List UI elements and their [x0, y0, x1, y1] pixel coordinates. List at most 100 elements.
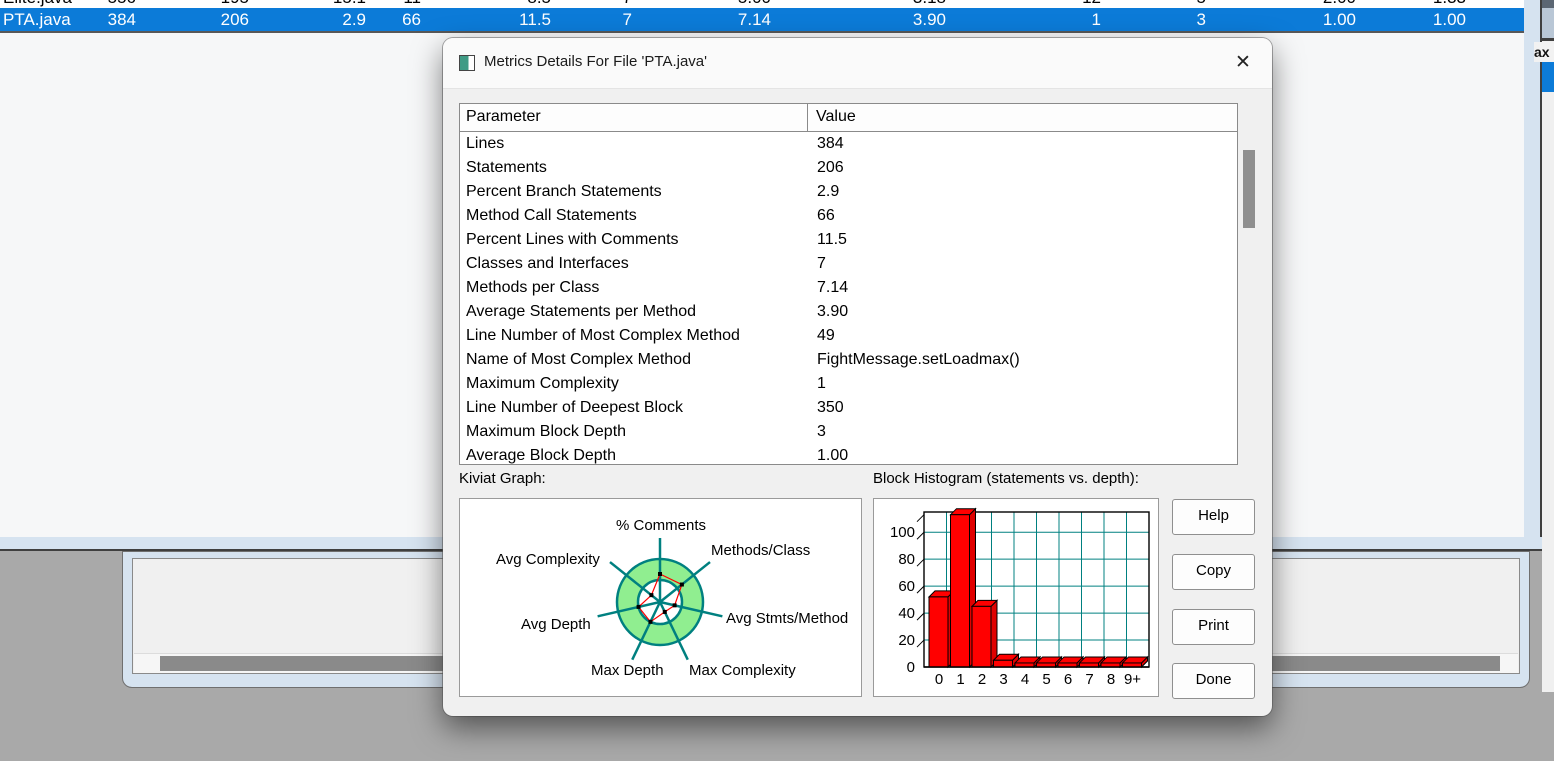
metric-parameter: Percent Branch Statements — [466, 183, 662, 200]
kiviat-graph-label: Kiviat Graph: — [459, 470, 546, 487]
metric-parameter: Average Block Depth — [466, 447, 617, 464]
metric-value: 384 — [817, 135, 844, 152]
file-cell: 3.90 — [912, 10, 946, 29]
dialog-titlebar[interactable] — [443, 38, 1272, 88]
kiviat-graph-svg: % Comments Methods/Class Avg Stmts/Method M… — [496, 517, 848, 679]
metric-row[interactable]: Line Number of Deepest Block 350 — [460, 396, 1237, 420]
file-cell: 1 — [1091, 10, 1101, 29]
file-cell: 3 — [1196, 10, 1206, 29]
table-divider — [0, 31, 1524, 33]
metrics-table-header[interactable]: Parameter Value — [460, 104, 1237, 132]
titlebar-divider — [443, 88, 1272, 89]
metric-parameter: Maximum Block Depth — [466, 423, 627, 440]
metric-value: 11.5 — [817, 231, 847, 248]
svg-text:Max Depth: Max Depth — [591, 662, 664, 679]
file-cell: 5 — [1116, 0, 1206, 8]
file-row-clipped[interactable]: Elite.java556 195 15.111 8.57 5.00 3.18 12 5 2.0… — [0, 0, 1524, 8]
edge-scrollbar-fragment[interactable] — [1542, 8, 1554, 41]
file-cell: 2.00 — [1266, 0, 1356, 8]
file-cell: 2.9 — [342, 10, 366, 29]
metric-value: FightMessage.setLoadmax() — [817, 351, 1020, 368]
file-name-cell: Elite.java — [3, 0, 72, 8]
svg-text:% Comments: % Comments — [616, 517, 706, 534]
file-cell: 206 — [220, 10, 249, 29]
metric-value: 7 — [817, 255, 826, 272]
svg-text:9+: 9+ — [1124, 671, 1141, 688]
svg-text:0: 0 — [907, 659, 915, 676]
file-name-cell: PTA.java — [3, 10, 71, 29]
done-button[interactable]: Done — [1172, 663, 1255, 699]
close-icon[interactable]: ✕ — [1235, 52, 1251, 73]
block-histogram-label: Block Histogram (statements vs. depth): — [873, 470, 1139, 487]
edge-top-fragment — [1542, 0, 1554, 8]
svg-text:Max Complexity: Max Complexity — [689, 662, 796, 679]
window-right-border — [1540, 0, 1542, 549]
metrics-table: Parameter Value Lines 384 Statements 206 Per… — [459, 103, 1238, 465]
metric-row[interactable]: Maximum Complexity 1 — [460, 372, 1237, 396]
metric-row[interactable]: Average Block Depth 1.00 — [460, 444, 1237, 464]
svg-text:2: 2 — [978, 671, 986, 688]
column-header-value[interactable]: Value — [816, 108, 856, 125]
file-cell: 1.00 — [1432, 10, 1466, 29]
app-icon — [459, 55, 475, 71]
svg-text:0: 0 — [935, 671, 943, 688]
file-cell: 7 — [622, 10, 632, 29]
edge-selected-cell-fragment — [1542, 62, 1554, 92]
metric-parameter: Method Call Statements — [466, 207, 637, 224]
file-cell: 1.33 — [1376, 0, 1466, 8]
vertical-scrollbar-thumb[interactable] — [1243, 150, 1255, 228]
svg-text:5: 5 — [1042, 671, 1050, 688]
metrics-dialog: Metrics Details For File 'PTA.java' ✕ Pa… — [443, 38, 1272, 716]
metric-parameter: Lines — [466, 135, 505, 152]
help-button[interactable]: Help — [1172, 499, 1255, 535]
metric-row[interactable]: Line Number of Most Complex Method 49 — [460, 324, 1237, 348]
metric-row[interactable]: Percent Branch Statements 2.9 — [460, 180, 1237, 204]
window-right-frame — [1524, 0, 1540, 549]
metric-parameter: Classes and Interfaces — [466, 255, 629, 272]
svg-text:4: 4 — [1021, 671, 1029, 688]
metric-parameter: Maximum Complexity — [466, 375, 619, 392]
metric-row[interactable]: Maximum Block Depth 3 — [460, 420, 1237, 444]
metric-parameter: Percent Lines with Comments — [466, 231, 679, 248]
file-cell: 384 — [107, 10, 136, 29]
svg-text:1: 1 — [956, 671, 964, 688]
metric-row[interactable]: Name of Most Complex Method FightMessage.… — [460, 348, 1237, 372]
file-cell: 11 — [331, 0, 421, 8]
copy-button[interactable]: Copy — [1172, 554, 1255, 590]
metric-parameter: Name of Most Complex Method — [466, 351, 691, 368]
metric-parameter: Average Statements per Method — [466, 303, 697, 320]
svg-text:80: 80 — [898, 551, 915, 568]
file-cell: 3.18 — [856, 0, 946, 8]
metric-parameter: Methods per Class — [466, 279, 600, 296]
metric-value: 1.00 — [817, 447, 849, 464]
file-row-selected[interactable]: PTA.java 384 206 2.9 66 11.5 7 7.14 3.90 1 3 1.00 1.… — [0, 8, 1524, 31]
file-cell: 195 — [159, 0, 249, 8]
metric-row[interactable]: Average Statements per Method 3.90 — [460, 300, 1237, 324]
metric-row[interactable]: Methods per Class 7.14 — [460, 276, 1237, 300]
metric-value: 3.90 — [817, 303, 849, 320]
metric-row[interactable]: Lines 384 — [460, 132, 1237, 156]
svg-text:3: 3 — [999, 671, 1007, 688]
metric-parameter: Statements — [466, 159, 547, 176]
metric-value: 7.14 — [817, 279, 849, 296]
right-edge-pane-fragment — [1542, 0, 1554, 692]
svg-text:40: 40 — [898, 605, 915, 622]
metric-row[interactable]: Percent Lines with Comments 11.5 — [460, 228, 1237, 252]
svg-text:60: 60 — [898, 578, 915, 595]
print-button[interactable]: Print — [1172, 609, 1255, 645]
metric-value: 350 — [817, 399, 844, 416]
block-histogram: 0 20 40 60 80 100 0 1 2 3 4 5 6 7 8 9+ — [873, 498, 1159, 697]
file-cell: 66 — [402, 10, 421, 29]
svg-text:6: 6 — [1064, 671, 1072, 688]
metric-row[interactable]: Statements 206 — [460, 156, 1237, 180]
file-cell: 5.00 — [681, 0, 771, 8]
metric-row[interactable]: Method Call Statements 66 — [460, 204, 1237, 228]
metric-value: 206 — [817, 159, 844, 176]
metric-value: 66 — [817, 207, 835, 224]
metric-row[interactable]: Classes and Interfaces 7 — [460, 252, 1237, 276]
column-header-parameter[interactable]: Parameter — [460, 104, 808, 131]
svg-text:100: 100 — [890, 524, 915, 541]
svg-text:Avg Stmts/Method: Avg Stmts/Method — [726, 610, 848, 627]
